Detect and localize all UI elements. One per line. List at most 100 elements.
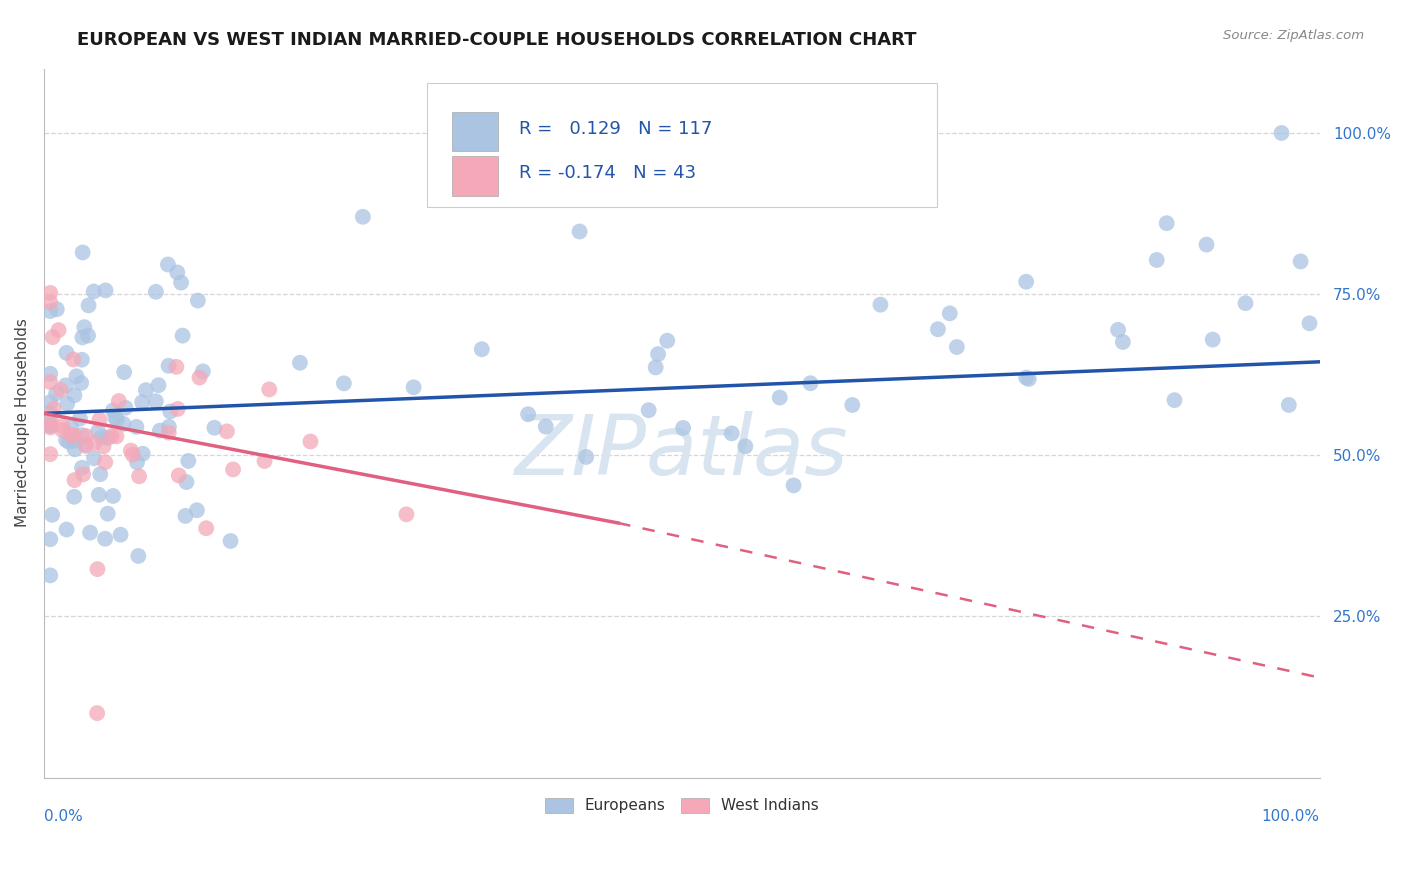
Point: [55, 523, 77, 537]
FancyBboxPatch shape: [426, 83, 936, 207]
Point: [657, 334, 679, 348]
Point: [48, 323, 70, 337]
Point: [39, 420, 62, 434]
Point: [55, 346, 77, 360]
Point: [39, 295, 62, 310]
Point: [222, 462, 245, 476]
Point: [39, 568, 62, 582]
Point: [39, 375, 62, 389]
Point: [259, 383, 281, 397]
Point: [97, 431, 120, 445]
Point: [101, 489, 124, 503]
Point: [471, 343, 494, 357]
Point: [1202, 333, 1225, 347]
Point: [112, 365, 135, 379]
Point: [125, 420, 148, 434]
Point: [157, 420, 180, 434]
Point: [63, 428, 86, 442]
Point: [176, 475, 198, 489]
Point: [94, 455, 117, 469]
Point: [94, 284, 117, 298]
Y-axis label: Married-couple Households: Married-couple Households: [15, 318, 30, 527]
Point: [55, 378, 77, 392]
Point: [39, 285, 62, 300]
Point: [42, 401, 65, 416]
Text: R = -0.174   N = 43: R = -0.174 N = 43: [519, 164, 696, 183]
Point: [83, 436, 105, 450]
Point: [1018, 372, 1040, 386]
Point: [79, 525, 101, 540]
Point: [114, 401, 136, 415]
Point: [39, 395, 62, 409]
Point: [734, 439, 756, 453]
Point: [69, 411, 91, 425]
Point: [70, 428, 93, 442]
Point: [191, 364, 214, 378]
Point: [39, 414, 62, 428]
Point: [186, 503, 208, 517]
Point: [93, 439, 115, 453]
Point: [72, 330, 94, 344]
Point: [89, 467, 111, 482]
Text: Source: ZipAtlas.com: Source: ZipAtlas.com: [1223, 29, 1364, 42]
Point: [841, 398, 863, 412]
Point: [1015, 370, 1038, 384]
Point: [215, 425, 238, 439]
Point: [77, 328, 100, 343]
Point: [112, 417, 135, 431]
Point: [202, 421, 225, 435]
Point: [174, 508, 197, 523]
Point: [568, 225, 591, 239]
Point: [672, 421, 695, 435]
Point: [1195, 237, 1218, 252]
Point: [39, 304, 62, 318]
Point: [149, 424, 172, 438]
Point: [83, 285, 105, 299]
Point: [219, 534, 242, 549]
Point: [288, 356, 311, 370]
FancyBboxPatch shape: [453, 112, 498, 152]
Text: EUROPEAN VS WEST INDIAN MARRIED-COUPLE HOUSEHOLDS CORRELATION CHART: EUROPEAN VS WEST INDIAN MARRIED-COUPLE H…: [77, 31, 917, 49]
Point: [39, 532, 62, 546]
Point: [534, 419, 557, 434]
Point: [333, 376, 356, 391]
Point: [65, 369, 87, 384]
Text: R =   0.129   N = 117: R = 0.129 N = 117: [519, 120, 711, 137]
Point: [39, 418, 62, 433]
Point: [128, 469, 150, 483]
Point: [352, 210, 374, 224]
Point: [55, 433, 77, 447]
Point: [927, 322, 949, 336]
Point: [63, 434, 86, 448]
Point: [720, 426, 742, 441]
Point: [769, 391, 792, 405]
Point: [41, 330, 63, 344]
Point: [105, 413, 128, 427]
Point: [647, 347, 669, 361]
Point: [167, 468, 190, 483]
Point: [157, 359, 180, 373]
Point: [132, 447, 155, 461]
Point: [188, 370, 211, 384]
Point: [177, 454, 200, 468]
Point: [45, 302, 67, 317]
Point: [63, 388, 86, 402]
Point: [120, 443, 142, 458]
Point: [75, 429, 97, 443]
Point: [148, 378, 170, 392]
Point: [299, 434, 322, 449]
Point: [83, 451, 105, 466]
Point: [1289, 254, 1312, 268]
Point: [159, 404, 181, 418]
Point: [87, 488, 110, 502]
Point: [156, 258, 179, 272]
Point: [70, 460, 93, 475]
Point: [402, 380, 425, 394]
Point: [135, 383, 157, 397]
Point: [75, 439, 97, 453]
Point: [63, 442, 86, 457]
Point: [517, 407, 540, 421]
Point: [165, 359, 187, 374]
Point: [70, 376, 93, 390]
Point: [157, 425, 180, 440]
